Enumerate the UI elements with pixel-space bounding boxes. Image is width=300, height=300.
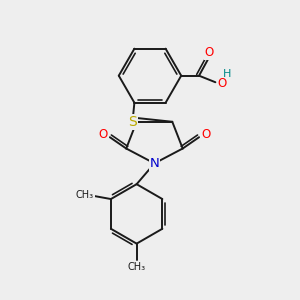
Text: O: O xyxy=(201,128,210,141)
Text: S: S xyxy=(128,115,137,129)
Text: O: O xyxy=(205,46,214,59)
Text: CH₃: CH₃ xyxy=(76,190,94,200)
Text: N: N xyxy=(150,157,159,170)
Text: O: O xyxy=(217,77,226,90)
Text: O: O xyxy=(99,128,108,141)
Text: CH₃: CH₃ xyxy=(128,262,146,272)
Text: H: H xyxy=(223,69,231,79)
